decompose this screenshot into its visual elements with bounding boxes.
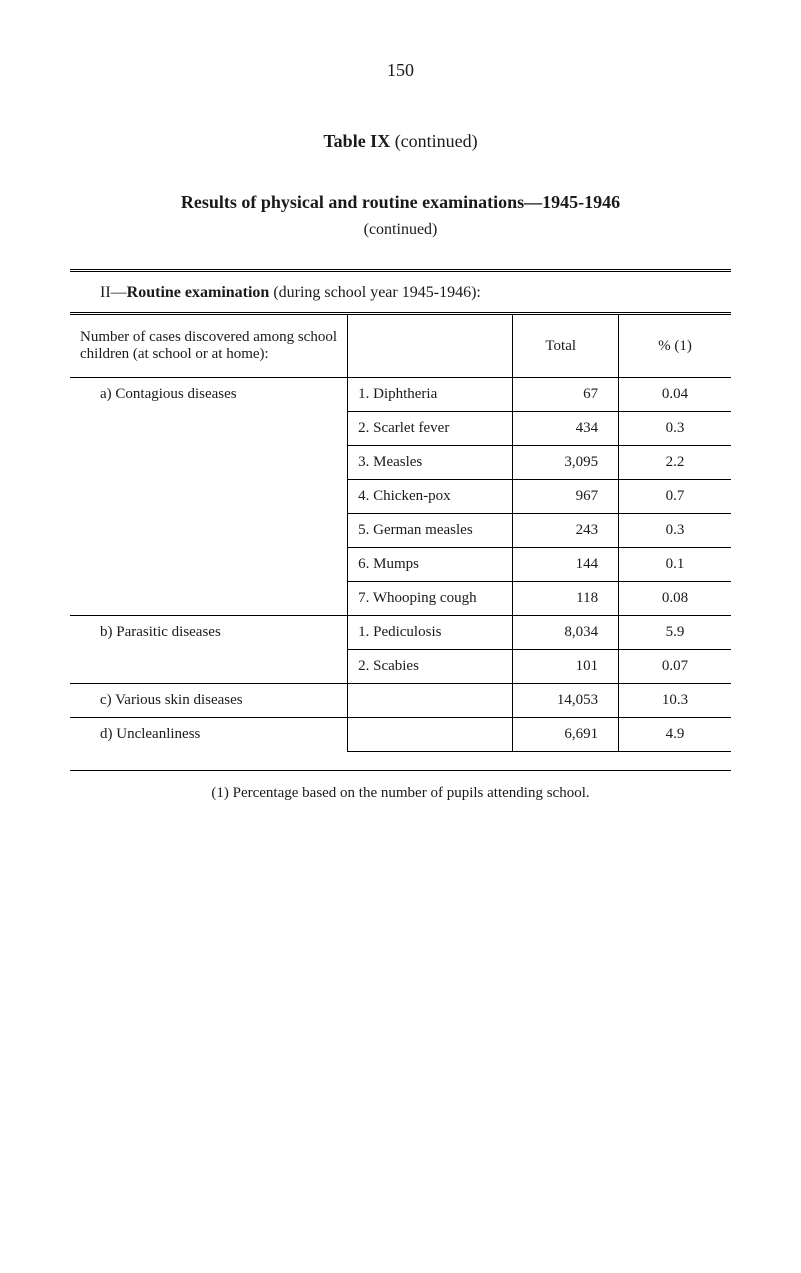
disease-total: 101 [513,650,619,684]
table-header-row: Number of cases discovered among school … [70,315,731,378]
disease-pct: 0.08 [619,582,731,616]
disease-name: 2. Scarlet fever [348,412,513,446]
disease-total: 243 [513,514,619,548]
disease-pct: 5.9 [619,616,731,650]
main-title: Results of physical and routine examinat… [70,192,731,213]
disease-name: 6. Mumps [348,548,513,582]
section-bold: Routine examination [127,284,270,301]
disease-name: 4. Chicken-pox [348,480,513,514]
table-label: Table IX [323,131,390,151]
disease-pct: 0.7 [619,480,731,514]
double-rule-top [70,269,731,272]
disease-name: 3. Measles [348,446,513,480]
disease-name: 1. Pediculosis [348,616,513,650]
page-number: 150 [70,60,731,81]
disease-name: 5. German measles [348,514,513,548]
header-col4: % (1) [619,315,731,378]
section-suffix: (during school year 1945-1946): [269,284,481,301]
disease-total: 118 [513,582,619,616]
category-label: d) Uncleanliness [70,718,348,752]
footnote: (1) Percentage based on the number of pu… [70,770,731,802]
disease-total: 8,034 [513,616,619,650]
disease-total: 144 [513,548,619,582]
disease-pct: 0.1 [619,548,731,582]
disease-total: 14,053 [513,684,619,718]
category-label: b) Parasitic diseases [70,616,348,684]
disease-name: 7. Whooping cough [348,582,513,616]
disease-pct: 0.3 [619,514,731,548]
disease-total: 6,691 [513,718,619,752]
disease-pct: 0.07 [619,650,731,684]
table-row: d) Uncleanliness 6,691 4.9 [70,718,731,752]
disease-total: 3,095 [513,446,619,480]
section-title: II—Routine examination (during school ye… [70,284,731,302]
table-title: Table IX (continued) [70,131,731,152]
disease-name: 1. Diphtheria [348,378,513,412]
disease-total: 967 [513,480,619,514]
header-col1: Number of cases discovered among school … [70,315,348,378]
disease-pct: 0.04 [619,378,731,412]
empty-cell [348,684,513,718]
header-col2 [348,315,513,378]
table-row: b) Parasitic diseases 1. Pediculosis 8,0… [70,616,731,650]
table-label-suffix: (continued) [390,131,477,151]
continued-label: (continued) [70,221,731,239]
table-row: a) Contagious diseases 1. Diphtheria 67 … [70,378,731,412]
disease-name: 2. Scabies [348,650,513,684]
category-label: c) Various skin diseases [70,684,348,718]
empty-cell [348,718,513,752]
data-table: Number of cases discovered among school … [70,315,731,752]
section-prefix: II— [100,284,127,301]
table-row: c) Various skin diseases 14,053 10.3 [70,684,731,718]
disease-pct: 10.3 [619,684,731,718]
disease-pct: 2.2 [619,446,731,480]
header-col3: Total [513,315,619,378]
disease-total: 67 [513,378,619,412]
disease-pct: 4.9 [619,718,731,752]
disease-total: 434 [513,412,619,446]
category-label: a) Contagious diseases [70,378,348,616]
disease-pct: 0.3 [619,412,731,446]
